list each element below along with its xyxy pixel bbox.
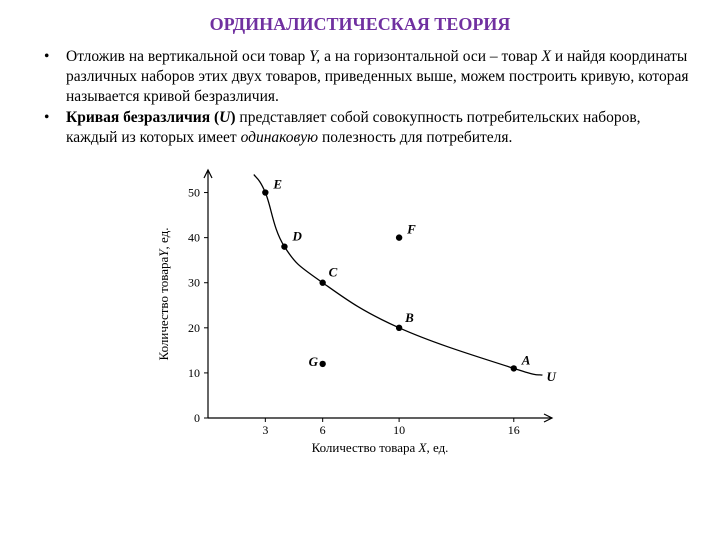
svg-text:40: 40 [188,231,200,245]
b2-term: Кривая безразличия ( [66,109,219,126]
svg-text:C: C [329,265,338,280]
svg-text:Количество товараY, ед.: Количество товараY, ед. [156,228,171,361]
b1-pre: Отложив на вертикальной оси товар [66,48,309,65]
b1-x: X [541,48,550,65]
b2-it: одинаковую [241,129,319,146]
svg-text:50: 50 [188,186,200,200]
svg-text:A: A [521,353,531,368]
bullet-1-text: Отложив на вертикальной оси товар Y, а н… [66,47,690,106]
svg-text:0: 0 [194,411,200,425]
page-title: ОРДИНАЛИСТИЧЕСКАЯ ТЕОРИЯ [30,14,690,35]
b1-mid: а на горизонтальной оси – товар [320,48,541,65]
b2-post: полезность для потребителя. [318,129,512,146]
svg-text:30: 30 [188,276,200,290]
svg-text:20: 20 [188,321,200,335]
svg-text:Количество товара X, ед.: Количество товара X, ед. [312,440,449,455]
bullet-marker: • [44,47,66,106]
svg-text:16: 16 [508,423,520,437]
indifference-curve-chart: 0 10 20 30 40 50 3 6 10 16 E D C B A F G U Количество това… [150,162,570,462]
b2-u: U [219,109,230,126]
svg-text:F: F [406,222,416,237]
svg-text:G: G [309,354,319,369]
svg-text:6: 6 [320,423,326,437]
bullet-2: • Кривая безразличия (U) представляет со… [44,108,690,148]
svg-text:10: 10 [188,366,200,380]
svg-text:E: E [272,177,282,192]
bullet-1: • Отложив на вертикальной оси товар Y, а… [44,47,690,106]
chart-svg: 0 10 20 30 40 50 3 6 10 16 E D C B A F G U Количество това… [150,162,570,462]
bullet-list: • Отложив на вертикальной оси товар Y, а… [44,47,690,148]
bullet-2-text: Кривая безразличия (U) представляет собо… [66,108,690,148]
svg-text:B: B [404,310,414,325]
svg-text:3: 3 [262,423,268,437]
b1-y: Y, [309,48,320,65]
svg-text:D: D [291,229,302,244]
svg-text:10: 10 [393,423,405,437]
bullet-marker: • [44,108,66,148]
chart-container: 0 10 20 30 40 50 3 6 10 16 E D C B A F G U Количество това… [30,162,690,462]
svg-text:U: U [546,369,556,384]
